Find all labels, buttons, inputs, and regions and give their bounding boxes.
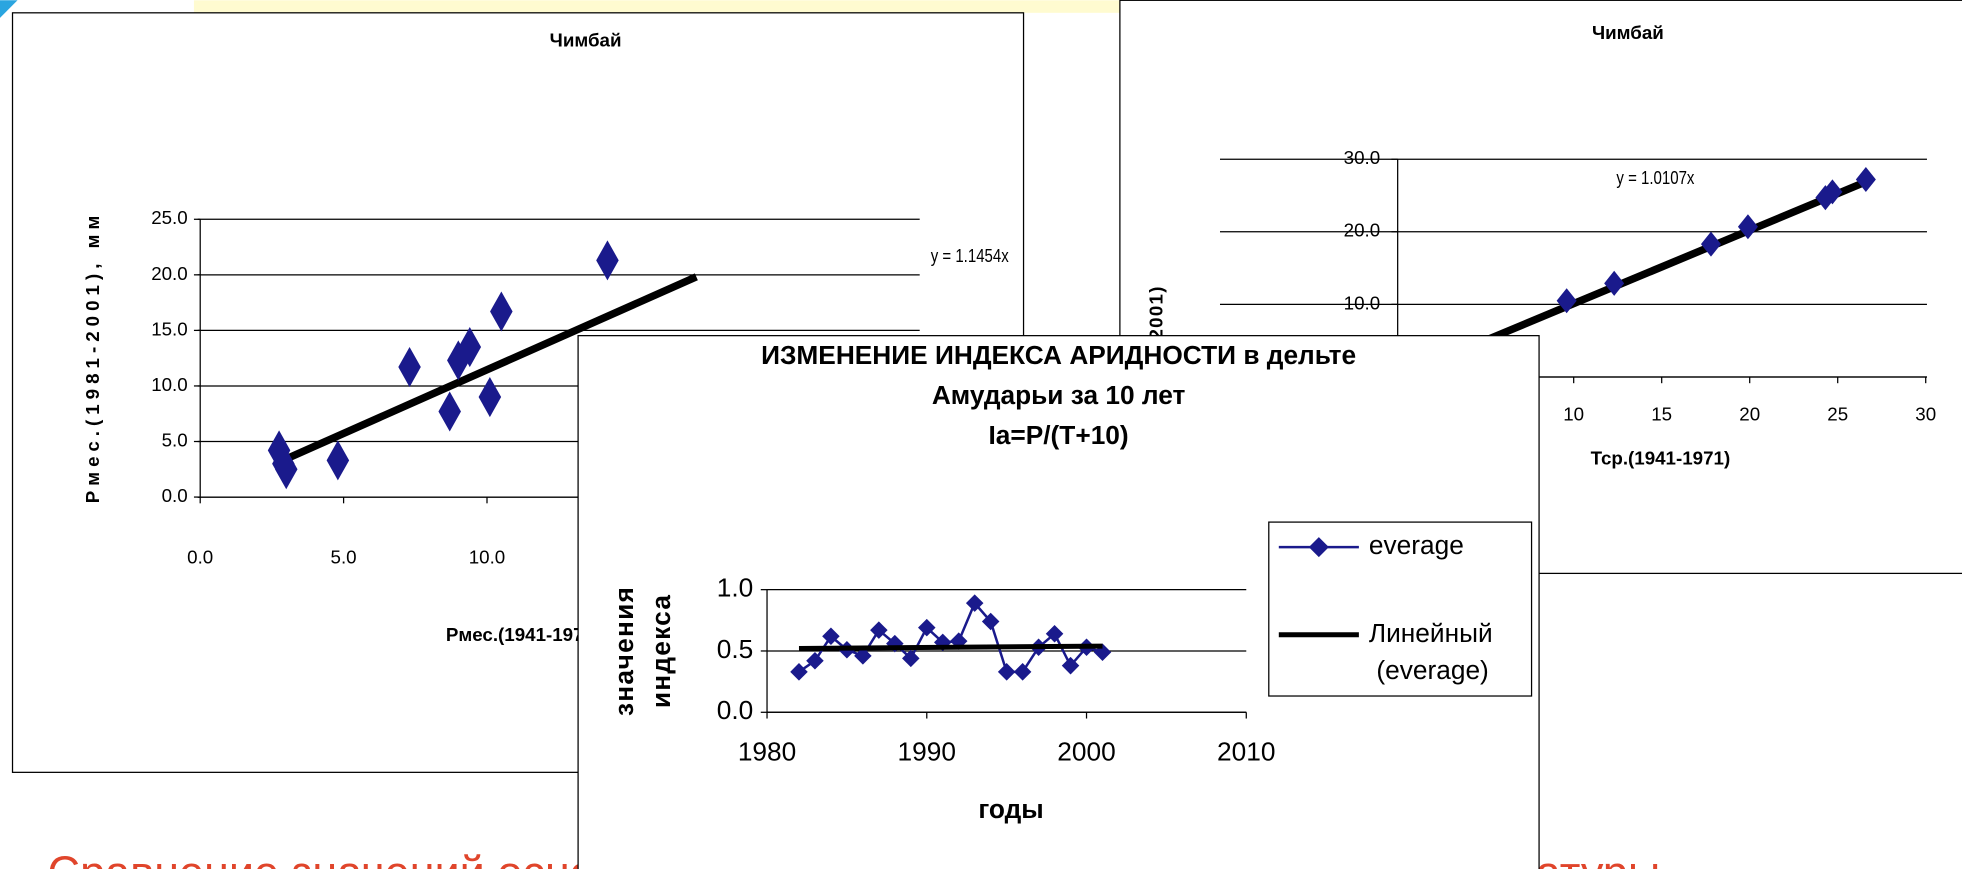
point xyxy=(918,618,936,637)
x-tick-label: 2000 xyxy=(1057,737,1115,767)
point xyxy=(1604,270,1625,296)
point xyxy=(1061,656,1080,675)
x-tick-label: 1990 xyxy=(898,737,956,767)
x-axis-title: Тср.(1941-1971) xyxy=(1591,447,1731,468)
legend-marker xyxy=(1308,537,1329,558)
y-tick-label: 10.0 xyxy=(151,374,188,395)
y-tick-label: 5.0 xyxy=(162,429,188,450)
y-tick-label: 15.0 xyxy=(151,318,188,339)
x-axis-title: годы xyxy=(978,794,1043,824)
x-tick-label: 2010 xyxy=(1217,737,1275,767)
point xyxy=(1822,179,1843,205)
point xyxy=(902,649,920,668)
chart-title: Чимбай xyxy=(550,30,622,51)
chart-title: ИЗМЕНЕНИЕ ИНДЕКСА АРИДНОСТИ в дельте xyxy=(761,340,1356,370)
point xyxy=(997,663,1016,681)
chart-middle: ИЗМЕНЕНИЕ ИНДЕКСА АРИДНОСТИ в дельте Амуд… xyxy=(577,335,1540,869)
y-axis-title: значения индекса xyxy=(609,586,676,716)
trend-equation: y = 1.0107x xyxy=(1616,168,1694,189)
point xyxy=(806,652,824,670)
point xyxy=(326,440,350,481)
point xyxy=(1700,231,1721,257)
legend-label: everage xyxy=(1369,530,1464,560)
y-tick-label: 30.0 xyxy=(1344,147,1381,168)
y-tick-label: 1.0 xyxy=(717,573,754,603)
x-tick-label: 20 xyxy=(1739,404,1760,425)
point xyxy=(1013,663,1032,681)
point xyxy=(458,327,482,368)
point xyxy=(1556,288,1577,314)
x-tick-label: 30 xyxy=(1915,404,1936,425)
point xyxy=(1855,167,1876,193)
corner-accent xyxy=(0,0,18,18)
y-tick-label: 25.0 xyxy=(151,207,188,228)
point xyxy=(478,377,502,418)
chart-title: Амударьи за 10 лет xyxy=(932,380,1186,410)
x-tick-label: 0.0 xyxy=(187,546,213,567)
trendline xyxy=(278,273,698,465)
point xyxy=(854,647,872,665)
y-tick-label: 0.0 xyxy=(717,695,754,725)
x-tick-label: 10 xyxy=(1563,404,1584,425)
x-tick-label: 1980 xyxy=(738,737,796,767)
point xyxy=(965,594,984,612)
trendline xyxy=(798,643,1103,652)
y-tick-label: 0.5 xyxy=(717,634,754,664)
legend-label: Линейный (everage) xyxy=(1369,618,1493,685)
x-axis-title: Рмес.(1941-1971) xyxy=(446,624,600,645)
point xyxy=(1737,214,1758,240)
chart-subtitle: Ia=P/(T+10) xyxy=(989,420,1129,450)
x-tick-label: 25 xyxy=(1827,404,1848,425)
y-tick-label: 0.0 xyxy=(162,485,188,506)
y-axis-title: Рмес.(1981-2001), мм xyxy=(82,211,103,504)
point xyxy=(438,391,461,432)
x-tick-label: 15 xyxy=(1651,404,1672,425)
point xyxy=(790,663,808,681)
y-tick-label: 20.0 xyxy=(1344,220,1381,241)
x-tick-label: 5.0 xyxy=(331,546,357,567)
point xyxy=(398,347,421,388)
legend-box xyxy=(1268,521,1533,697)
x-tick-label: 10.0 xyxy=(469,546,505,567)
point xyxy=(1045,625,1064,643)
point xyxy=(490,291,513,332)
trend-equation: y = 1.1454x xyxy=(931,245,1009,266)
chart-title: Чимбай xyxy=(1592,22,1664,43)
trendline xyxy=(1484,177,1870,344)
y-tick-label: 20.0 xyxy=(151,263,188,284)
y-tick-label: 10.0 xyxy=(1344,292,1381,313)
